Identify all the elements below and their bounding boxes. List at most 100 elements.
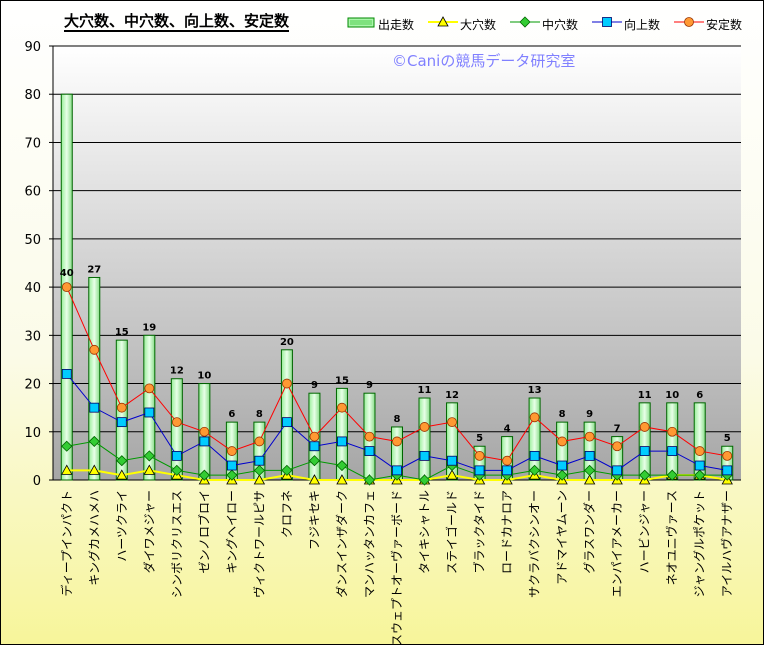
point-mid-upset [418, 474, 431, 486]
point-improved [89, 402, 100, 413]
bar [638, 402, 651, 481]
point-stable [171, 417, 182, 428]
data-label: 13 [528, 385, 542, 396]
point-stable [502, 455, 512, 466]
data-label: 15 [335, 375, 349, 386]
data-label: 6 [696, 390, 703, 401]
point-big-upset [253, 474, 266, 485]
x-tick-label: ハーツクライ [115, 490, 129, 562]
point-stable [584, 431, 595, 442]
point-stable [61, 282, 72, 293]
y-tick-label: 60 [24, 185, 41, 200]
point-improved [419, 450, 430, 461]
data-label: 8 [394, 414, 401, 425]
x-tick-label: グラスワンダー [582, 490, 597, 574]
point-improved [474, 465, 485, 476]
point-big-upset [308, 474, 321, 485]
x-tick-label: ダイワメジャー [141, 490, 156, 573]
point-improved [667, 446, 678, 456]
point-big-upset [446, 469, 458, 480]
x-tick-label: アイルハヴアナザー [719, 490, 734, 597]
point-improved [116, 417, 127, 428]
x-tick-label: エンパイアメーカー [610, 490, 624, 597]
point-mid-upset [61, 440, 73, 452]
x-tick-label: ブラックタイド [472, 490, 487, 574]
point-mid-upset [198, 469, 210, 481]
legend-label-improved: 向上数 [624, 18, 661, 32]
y-tick-label: 80 [24, 88, 41, 103]
bar [418, 397, 431, 481]
point-mid-upset [639, 469, 651, 481]
point-big-upset [88, 464, 100, 475]
x-tick-label: キングヘイロー [225, 490, 239, 574]
data-label: 4 [504, 424, 511, 435]
data-label: 10 [665, 390, 679, 401]
point-mid-upset [363, 474, 376, 486]
point-improved [282, 417, 292, 428]
data-label: 7 [614, 424, 621, 435]
data-label: 11 [418, 385, 432, 396]
data-label: 5 [724, 433, 731, 444]
point-improved [639, 446, 650, 456]
point-big-upset [116, 469, 128, 480]
y-tick-label: 40 [24, 281, 41, 296]
point-improved [447, 455, 457, 466]
point-stable [667, 426, 678, 437]
bar [666, 402, 679, 481]
data-label: 8 [559, 409, 566, 420]
point-mid-upset [88, 435, 100, 447]
legend-label-starts: 出走数 [378, 18, 415, 32]
x-tick-label: スウェプトオーヴァーボード [389, 490, 404, 645]
legend-label-stable: 安定数 [706, 18, 743, 32]
data-label: 9 [311, 380, 318, 391]
point-stable [282, 378, 292, 389]
data-label: 27 [87, 264, 101, 275]
plot-area [53, 46, 741, 480]
point-improved [722, 465, 733, 476]
point-stable [447, 417, 457, 428]
x-tick-label: ゼンノロブロイ [196, 490, 211, 573]
y-tick-label: 50 [24, 233, 41, 248]
point-stable [392, 436, 402, 447]
point-improved [199, 436, 210, 447]
point-improved [254, 455, 265, 466]
point-improved [309, 441, 320, 452]
point-stable [419, 422, 430, 432]
point-stable [89, 344, 100, 355]
x-tick-label: クロフネ [280, 490, 294, 538]
point-stable [529, 412, 540, 423]
point-stable [226, 446, 237, 456]
point-big-upset [143, 464, 155, 475]
point-stable [694, 446, 705, 456]
point-mid-upset [226, 469, 238, 481]
legend-label-big-upset: 大穴数 [460, 18, 497, 32]
x-tick-label: ジャングルポケット [693, 490, 707, 597]
point-mid-upset [171, 464, 183, 476]
chart-title: 大穴数、中穴数、向上数、安定数 [64, 12, 290, 32]
point-improved [529, 450, 540, 461]
point-improved [392, 465, 402, 476]
y-tick-label: 0 [33, 474, 41, 489]
point-stable [116, 402, 127, 413]
point-stable [612, 441, 623, 452]
x-tick-label: フジキセキ [307, 490, 321, 550]
point-mid-upset [253, 464, 265, 476]
data-label: 11 [638, 390, 652, 401]
x-tick-label: アドマイヤムーン [555, 490, 569, 585]
point-stable [474, 450, 485, 461]
data-label: 15 [115, 327, 129, 338]
x-tick-label: ステイゴールド [444, 490, 459, 574]
y-tick-label: 90 [24, 40, 41, 55]
x-tick-label: シンボリクリスエス [170, 490, 184, 598]
point-improved [171, 450, 182, 461]
point-improved [694, 460, 705, 471]
point-big-upset [583, 474, 596, 485]
x-tick-label: ヴィクトワールピサ [251, 490, 266, 598]
x-tick-label: キングカメハメハ [87, 490, 101, 586]
point-mid-upset [694, 469, 706, 481]
point-improved [502, 465, 512, 476]
point-improved [557, 460, 568, 471]
point-improved [61, 369, 72, 379]
point-mid-upset [116, 455, 128, 467]
